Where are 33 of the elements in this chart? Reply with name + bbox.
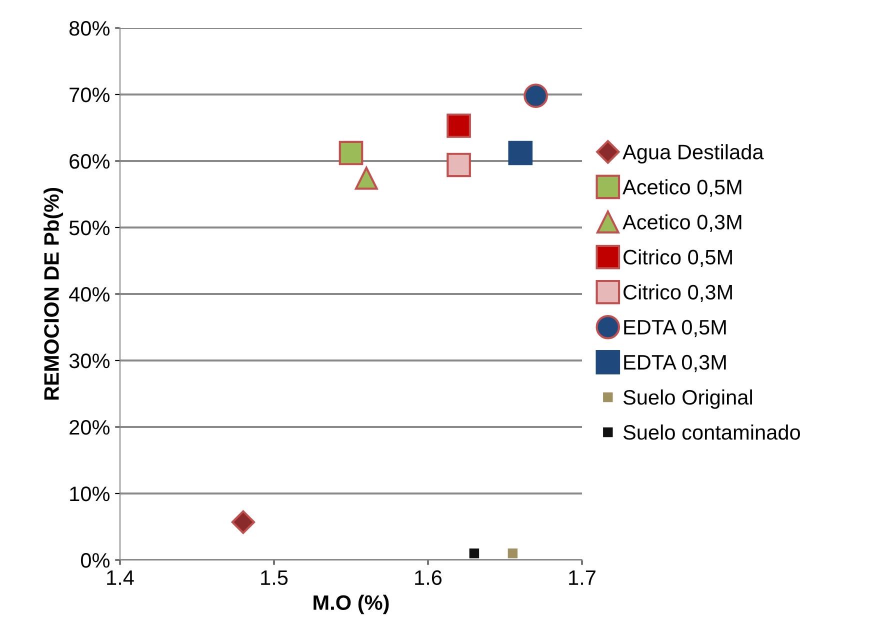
x-axis-title: M.O (%) xyxy=(314,594,389,614)
point xyxy=(508,140,533,166)
legend-label: Acetico 0,3M xyxy=(622,214,742,232)
x-tick-label: 1.6 xyxy=(415,570,442,586)
legend-label: Agua Destilada xyxy=(622,144,764,164)
y-tick-label: 40% xyxy=(69,287,110,302)
point xyxy=(446,114,471,138)
point xyxy=(338,140,364,166)
point xyxy=(446,152,471,178)
x-tick-label: 1.4 xyxy=(107,570,134,585)
point xyxy=(231,510,256,534)
y-axis-title: REMOCION DE Pb(%) xyxy=(44,188,64,400)
y-tick-label: 20% xyxy=(70,420,110,435)
point xyxy=(354,166,378,190)
legend-label: Suelo Original xyxy=(623,389,752,409)
legend-label: EDTA 0,5M xyxy=(624,320,726,338)
y-tick-label: 0% xyxy=(80,553,110,568)
point xyxy=(524,84,548,108)
y-tick-label: 60% xyxy=(70,154,110,169)
y-tick-label: 70% xyxy=(70,88,110,102)
y-tick-label: 50% xyxy=(69,220,110,236)
point xyxy=(508,548,518,558)
legend-label: Suelo contaminado xyxy=(623,424,800,440)
point xyxy=(469,548,480,558)
y-tick-label: 10% xyxy=(70,486,110,502)
y-tick-label: 30% xyxy=(69,354,110,368)
legend-label: EDTA 0,3M xyxy=(624,354,726,372)
legend-label: Citrico 0,5M xyxy=(624,249,732,268)
y-tick-label: 80% xyxy=(69,21,110,36)
x-tick-label: 1.5 xyxy=(261,570,288,586)
x-tick-label: 1.7 xyxy=(569,570,596,585)
legend-label: Acetico 0,5M xyxy=(622,179,742,197)
legend-label: Citrico 0,3M xyxy=(624,284,732,302)
